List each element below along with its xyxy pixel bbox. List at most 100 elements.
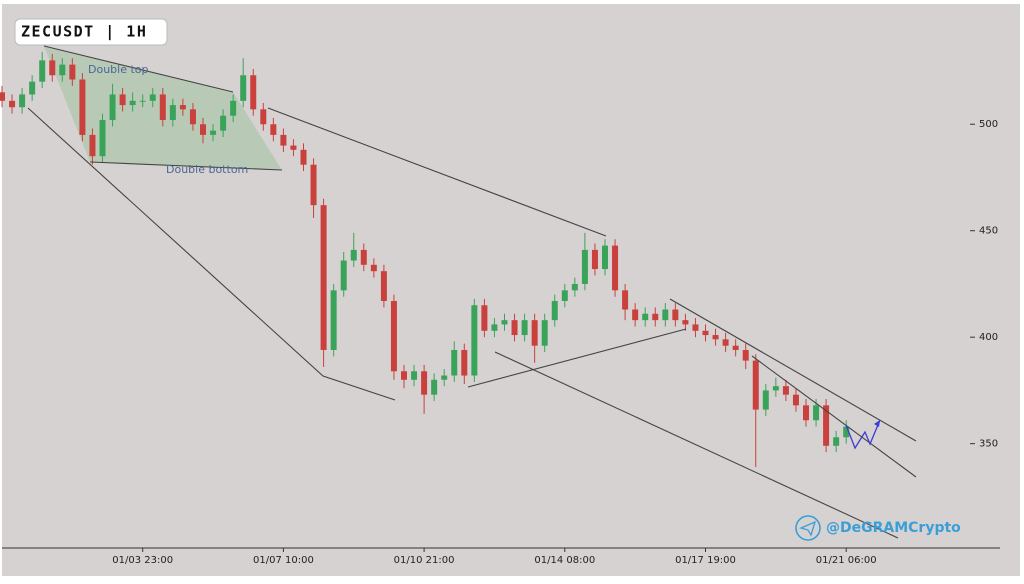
- x-tick-label: 01/17 19:00: [675, 555, 736, 566]
- candle-body: [109, 94, 116, 120]
- plot-area: [0, 46, 850, 468]
- candle-body: [461, 349, 468, 376]
- candle-body: [49, 60, 56, 76]
- candle-body: [742, 349, 749, 361]
- candle-body: [612, 245, 619, 291]
- candle-body: [401, 371, 407, 380]
- candle-body: [591, 249, 598, 270]
- title-box: [14, 18, 168, 46]
- trend-line: [267, 107, 607, 237]
- candle-body: [250, 75, 257, 110]
- candle-body: [682, 320, 689, 325]
- candle-body: [692, 324, 699, 331]
- projection-arrowhead: [874, 420, 880, 427]
- candle-body: [99, 119, 106, 157]
- candle-body: [380, 271, 387, 301]
- candle-body: [792, 394, 799, 406]
- candle-body: [149, 94, 156, 101]
- candle-body: [481, 305, 488, 331]
- x-tick-label: 01/07 10:00: [253, 555, 314, 566]
- candle-body: [129, 100, 136, 106]
- candle-body: [19, 94, 26, 108]
- candle-body: [722, 339, 729, 346]
- candle-body: [642, 313, 649, 321]
- candle-body: [169, 105, 176, 120]
- x-tick-label: 01/03 23:00: [112, 555, 173, 566]
- candle-body: [632, 309, 639, 321]
- candle-body: [833, 437, 840, 446]
- trend-line: [669, 298, 917, 442]
- candle-body: [139, 100, 146, 102]
- candle-body: [541, 320, 548, 346]
- trend-line: [43, 45, 234, 93]
- trend-line: [751, 355, 917, 478]
- y-tick-label: 350: [979, 439, 998, 450]
- y-tick-label: 500: [979, 119, 998, 130]
- candle-body: [762, 390, 769, 410]
- candle-body: [300, 149, 307, 165]
- candle-body: [662, 309, 669, 321]
- candle-body: [752, 360, 759, 410]
- candle-body: [501, 320, 508, 325]
- candle-body: [179, 105, 186, 110]
- candle-body: [511, 320, 518, 336]
- candle-body: [210, 130, 217, 135]
- projection-path: [845, 419, 881, 450]
- candle-body: [230, 100, 237, 116]
- trend-lines: [27, 45, 917, 539]
- candle-body: [200, 124, 206, 135]
- candle-body: [451, 349, 458, 376]
- candle-body: [672, 309, 679, 321]
- trend-line: [27, 107, 396, 401]
- candle-body: [622, 290, 629, 310]
- candle-body: [360, 249, 367, 265]
- candle-body: [189, 109, 196, 125]
- candle-body: [441, 375, 448, 380]
- trend-line: [467, 328, 687, 388]
- candle-body: [9, 100, 16, 108]
- candle-body: [340, 260, 347, 291]
- watermark: @DeGRAMCrypto: [826, 520, 961, 536]
- candle-body: [119, 94, 126, 106]
- candle-body: [59, 64, 66, 76]
- candle-body: [310, 164, 317, 206]
- candle-body: [702, 330, 709, 336]
- candle-body: [581, 249, 588, 284]
- trend-line: [494, 351, 899, 539]
- candle-body: [320, 205, 327, 350]
- annotation: Double top: [88, 63, 149, 76]
- candle-body: [531, 320, 538, 346]
- candle-body: [732, 345, 739, 350]
- candle-body: [843, 426, 850, 438]
- candle-body: [803, 405, 809, 421]
- candle-body: [561, 290, 568, 301]
- candle-body: [0, 92, 5, 101]
- candle-body: [782, 386, 789, 395]
- telegram-icon: [795, 515, 821, 541]
- candle-body: [571, 283, 578, 291]
- candle-body: [521, 320, 528, 336]
- candle-body: [772, 386, 779, 391]
- trend-line: [89, 161, 283, 171]
- candle-body: [240, 75, 247, 101]
- candle-body: [813, 405, 820, 421]
- candle-body: [79, 79, 86, 135]
- candle-body: [602, 245, 608, 270]
- candle-body: [823, 405, 830, 446]
- candle-body: [370, 264, 377, 272]
- candle-body: [89, 134, 96, 157]
- candle-body: [551, 300, 558, 321]
- candle-body: [29, 81, 36, 95]
- chart-title: ZECUSDT | 1H: [21, 23, 147, 42]
- candle-body: [280, 134, 287, 146]
- candle-body: [390, 300, 397, 372]
- y-tick-label: 400: [979, 332, 998, 343]
- candle-body: [220, 115, 227, 131]
- candle-body: [350, 249, 357, 261]
- candle-body: [431, 379, 438, 395]
- candle-body: [411, 371, 418, 380]
- candle-body: [652, 313, 659, 321]
- y-tick-label: 450: [979, 226, 998, 237]
- candle-body: [159, 94, 166, 120]
